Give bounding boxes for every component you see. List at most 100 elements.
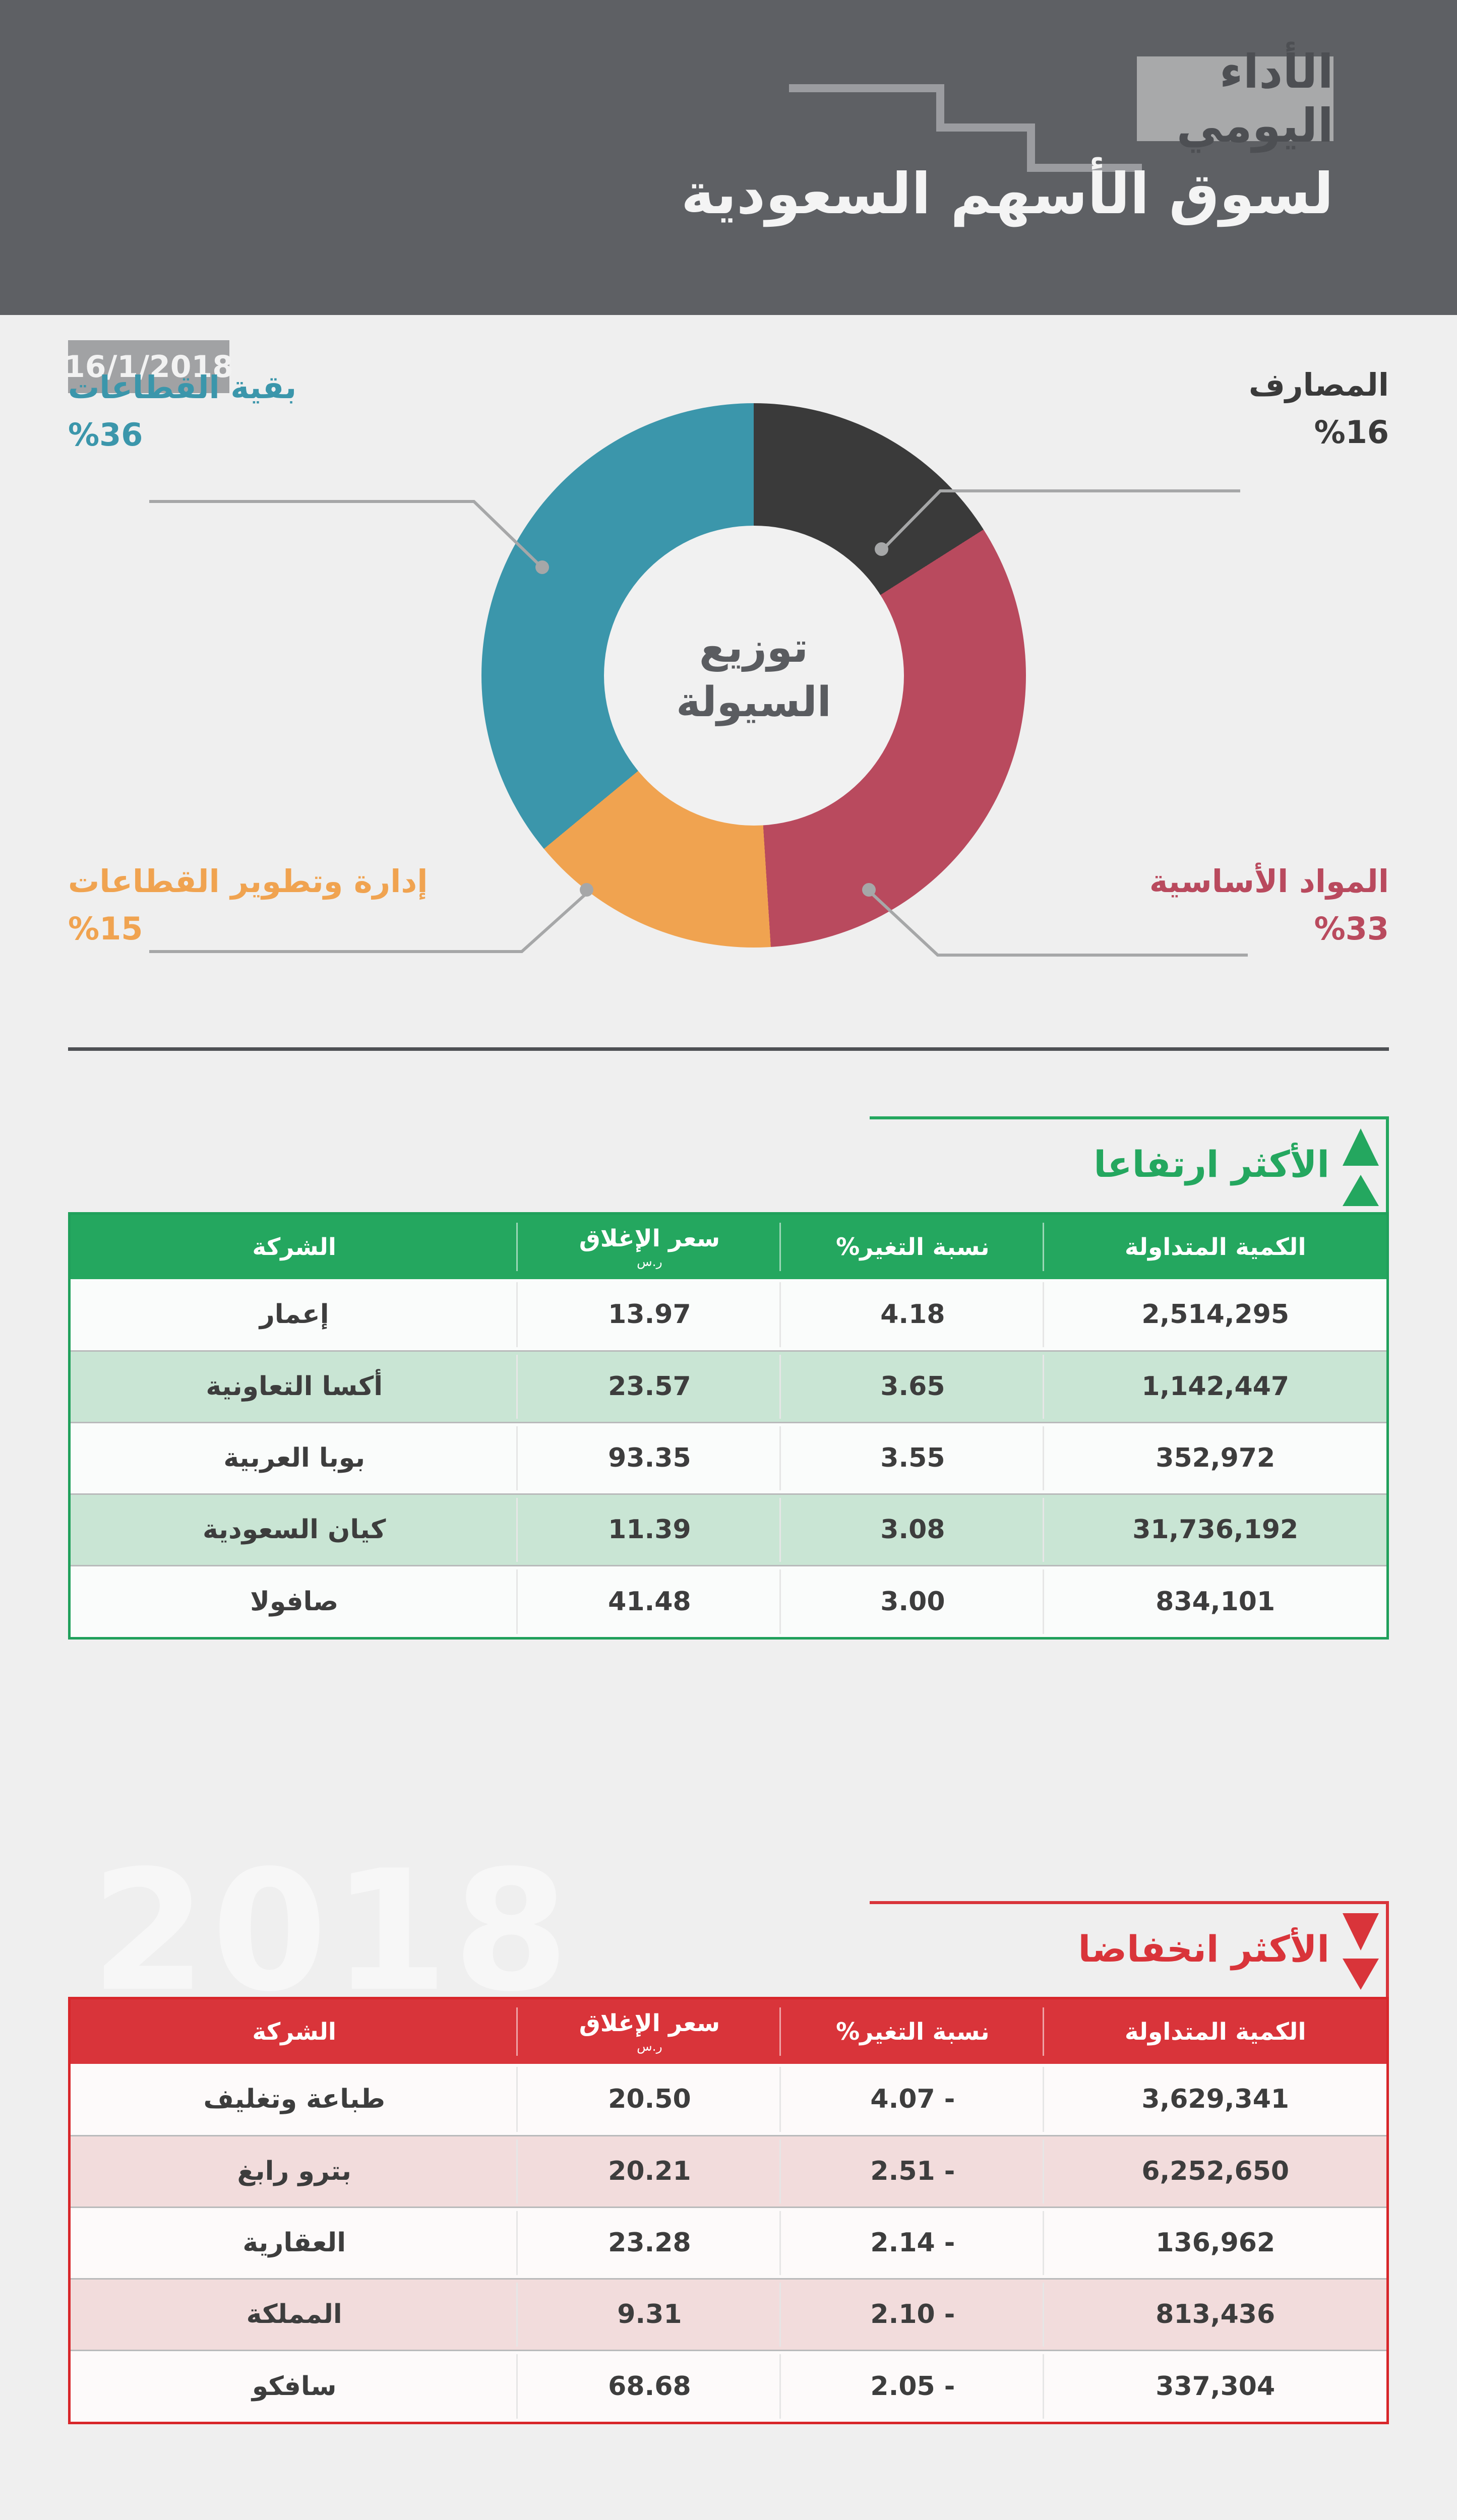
- cell-company: بترو رابغ: [71, 2134, 518, 2207]
- gainers-th-close-label: سعر الإغلاق: [579, 1225, 720, 1252]
- cell-change: 3.65: [781, 1350, 1045, 1422]
- slice-value-baqiya: %36: [68, 416, 143, 454]
- table-row: 352,972 3.55 93.35 بوبا العربية: [71, 1421, 1386, 1494]
- cell-volume: 6,252,650: [1044, 2134, 1386, 2207]
- losers-th-volume: الكمية المتداولة: [1044, 1999, 1386, 2064]
- leader-line-mawad: [869, 891, 1248, 957]
- gainers-th-company: الشركة: [71, 1215, 518, 1279]
- table-row: 3,629,341 4.07 - 20.50 طباعة وتغليف: [71, 2064, 1386, 2135]
- cell-change: 3.00: [781, 1564, 1045, 1637]
- losers-table-body: 3,629,341 4.07 - 20.50 طباعة وتغليف 6,25…: [71, 2064, 1386, 2422]
- slice-value-idara: %15: [68, 910, 143, 948]
- slice-name-mawad: المواد الأساسية: [1149, 863, 1389, 900]
- slice-label-baqiya: بقية القطاعات %36: [68, 370, 296, 452]
- donut-center-label: توزيع السيولة: [603, 525, 904, 826]
- cell-volume: 352,972: [1044, 1421, 1386, 1494]
- header-step-decoration: [789, 84, 1142, 172]
- cell-close: 93.35: [518, 1421, 781, 1494]
- slice-name-baqiya: بقية القطاعات: [68, 369, 297, 406]
- cell-change: 2.51 -: [781, 2134, 1045, 2207]
- slice-label-mawad: المواد الأساسية %33: [1149, 864, 1389, 946]
- losers-th-close-unit: ر.س: [637, 2039, 662, 2054]
- page-header: الأداء اليومي لسوق الأسهم السعودية: [0, 0, 1457, 315]
- table-row: 31,736,192 3.08 11.39 كيان السعودية: [71, 1493, 1386, 1565]
- header-eyebrow-badge: الأداء اليومي: [1137, 45, 1334, 153]
- cell-close: 23.57: [518, 1350, 781, 1422]
- leader-dot-masarif: [875, 542, 888, 556]
- gainers-th-volume: الكمية المتداولة: [1044, 1215, 1386, 1279]
- leader-line-baqiya: [149, 500, 543, 569]
- donut-center-line1: توزيع: [699, 623, 809, 672]
- triangle-up-icon-1: [1343, 1128, 1379, 1166]
- table-row: 136,962 2.14 - 23.28 العقارية: [71, 2206, 1386, 2279]
- table-row: 6,252,650 2.51 - 20.21 بترو رابغ: [71, 2134, 1386, 2207]
- cell-company: كيان السعودية: [71, 1493, 518, 1565]
- table-row: 1,142,447 3.65 23.57 أكسا التعاونية: [71, 1350, 1386, 1422]
- losers-header-row: الكمية المتداولة نسبة التغير% سعر الإغلا…: [71, 1999, 1386, 2064]
- losers-title-text: الأكثر انخفاضا: [1078, 1928, 1329, 1970]
- leader-line-masarif: [881, 489, 1240, 551]
- slice-label-masarif: المصارف %16: [1248, 366, 1389, 451]
- gainers-title-text: الأكثر ارتفاعا: [1094, 1143, 1329, 1185]
- cell-close: 23.28: [518, 2206, 781, 2279]
- slice-value-mawad: %33: [1314, 910, 1389, 948]
- cell-volume: 1,142,447: [1044, 1350, 1386, 1422]
- cell-close: 20.21: [518, 2134, 781, 2207]
- losers-th-company: الشركة: [71, 1999, 518, 2064]
- cell-volume: 337,304: [1044, 2349, 1386, 2422]
- losers-title-bracket: [870, 1901, 1389, 1997]
- date-badge: 16/1/2018: [64, 340, 233, 393]
- cell-volume: 834,101: [1044, 1564, 1386, 1637]
- losers-th-change: نسبة التغير%: [781, 1999, 1045, 2064]
- leader-dot-idara: [580, 883, 593, 897]
- cell-volume: 136,962: [1044, 2206, 1386, 2279]
- cell-change: 4.07 -: [781, 2064, 1045, 2135]
- cell-volume: 3,629,341: [1044, 2064, 1386, 2135]
- gainers-title-bracket: [870, 1116, 1389, 1212]
- gainers-table-body: 2,514,295 4.18 13.97 إعمار 1,142,447 3.6…: [71, 1279, 1386, 1637]
- triangle-down-icon-2: [1343, 1959, 1379, 1990]
- cell-change: 3.55: [781, 1421, 1045, 1494]
- cell-company: سافكو: [71, 2349, 518, 2422]
- cell-change: 3.08: [781, 1493, 1045, 1565]
- gainers-header-row: الكمية المتداولة نسبة التغير% سعر الإغلا…: [71, 1215, 1386, 1279]
- cell-volume: 2,514,295: [1044, 1279, 1386, 1351]
- page-title: لسوق الأسهم السعودية: [681, 161, 1334, 227]
- cell-company: العقارية: [71, 2206, 518, 2279]
- cell-company: طباعة وتغليف: [71, 2064, 518, 2135]
- table-row: 813,436 2.10 - 9.31 المملكة: [71, 2278, 1386, 2350]
- leader-dot-mawad: [862, 883, 876, 897]
- slice-name-masarif: المصارف: [1248, 366, 1389, 403]
- cell-company: أكسا التعاونية: [71, 1350, 518, 1422]
- donut-ring: توزيع السيولة: [481, 403, 1026, 948]
- leader-line-idara: [149, 892, 588, 953]
- cell-company: بوبا العربية: [71, 1421, 518, 1494]
- slice-value-masarif: %16: [1314, 414, 1389, 451]
- losers-th-close-label: سعر الإغلاق: [579, 2009, 720, 2037]
- cell-volume: 31,736,192: [1044, 1493, 1386, 1565]
- cell-close: 41.48: [518, 1564, 781, 1637]
- cell-change: 2.05 -: [781, 2349, 1045, 2422]
- gainers-section-title: الأكثر ارتفاعا: [870, 1116, 1389, 1212]
- cell-close: 11.39: [518, 1493, 781, 1565]
- cell-change: 2.14 -: [781, 2206, 1045, 2279]
- cell-company: المملكة: [71, 2278, 518, 2350]
- section-divider: [68, 1047, 1389, 1051]
- losers-section-title: الأكثر انخفاضا: [870, 1901, 1389, 1997]
- donut-center-line2: السيولة: [676, 678, 831, 726]
- table-row: 834,101 3.00 41.48 صافولا: [71, 1564, 1386, 1637]
- triangle-up-icon-2: [1343, 1175, 1379, 1206]
- cell-change: 2.10 -: [781, 2278, 1045, 2350]
- cell-close: 20.50: [518, 2064, 781, 2135]
- gainers-th-change: نسبة التغير%: [781, 1215, 1045, 1279]
- date-text: 16/1/2018: [64, 349, 234, 385]
- cell-change: 4.18: [781, 1279, 1045, 1351]
- gainers-th-close: سعر الإغلاق ر.س: [518, 1215, 781, 1279]
- header-eyebrow-text: الأداء اليومي: [1176, 45, 1334, 153]
- gainers-table: الكمية المتداولة نسبة التغير% سعر الإغلا…: [68, 1212, 1389, 1640]
- slice-label-idara: إدارة وتطوير القطاعات %15: [68, 864, 428, 946]
- cell-close: 68.68: [518, 2349, 781, 2422]
- losers-table: الكمية المتداولة نسبة التغير% سعر الإغلا…: [68, 1997, 1389, 2424]
- leader-dot-baqiya: [535, 560, 549, 574]
- cell-close: 9.31: [518, 2278, 781, 2350]
